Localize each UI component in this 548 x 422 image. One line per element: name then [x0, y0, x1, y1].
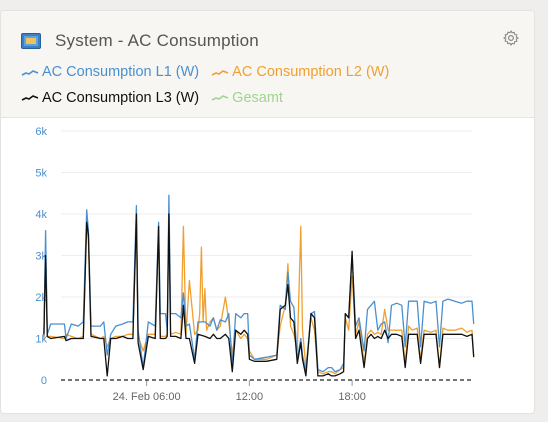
- y-tick-label: 1k: [35, 334, 47, 346]
- x-tick-label: 24. Feb 06:00: [113, 391, 181, 403]
- x-tick-label: 12:00: [236, 391, 264, 403]
- legend-item-l3[interactable]: AC Consumption L3 (W): [21, 86, 199, 111]
- legend-label: AC Consumption L1 (W): [42, 64, 200, 80]
- gear-icon[interactable]: [502, 29, 520, 47]
- line-swatch-icon: [211, 95, 229, 101]
- series-line-3: [43, 213, 475, 377]
- y-tick-label: 3k: [35, 251, 47, 263]
- line-swatch-icon: [21, 69, 39, 76]
- legend-item-l1[interactable]: AC Consumption L1 (W): [21, 60, 199, 85]
- ac-consumption-widget: System - AC Consumption AC Consumption L…: [0, 10, 535, 414]
- y-tick-label: 0: [41, 375, 47, 387]
- line-chart[interactable]: 0 1k 2k 3k 4k 5k 6k 24. Feb 06:00 12:00 18:00: [1, 117, 535, 414]
- system-icon: [21, 33, 41, 49]
- y-tick-label: 6k: [35, 126, 47, 138]
- legend-label: AC Consumption L3 (W): [42, 89, 200, 106]
- x-tick-label: 18:00: [338, 391, 366, 403]
- y-tick-label: 2k: [35, 292, 47, 304]
- legend-label: AC Consumption L2 (W): [232, 64, 390, 80]
- series-line-1: [43, 194, 475, 373]
- widget-title: System - AC Consumption: [55, 31, 259, 50]
- chart-area[interactable]: 0 1k 2k 3k 4k 5k 6k 24. Feb 06:00 12:00 18:00: [1, 117, 535, 414]
- line-swatch-icon: [21, 95, 39, 101]
- y-tick-label: 5k: [35, 168, 47, 180]
- line-swatch-icon: [211, 69, 229, 76]
- title-row: System - AC Consumption: [21, 29, 259, 53]
- legend-item-gesamt[interactable]: Gesamt: [211, 86, 283, 111]
- legend-item-l2[interactable]: AC Consumption L2 (W): [211, 60, 389, 85]
- y-tick-label: 4k: [35, 209, 47, 221]
- chart-legend: AC Consumption L1 (W) AC Consumption L2 …: [21, 60, 524, 111]
- legend-label: Gesamt: [232, 89, 283, 106]
- widget-header: System - AC Consumption AC Consumption L…: [1, 11, 534, 118]
